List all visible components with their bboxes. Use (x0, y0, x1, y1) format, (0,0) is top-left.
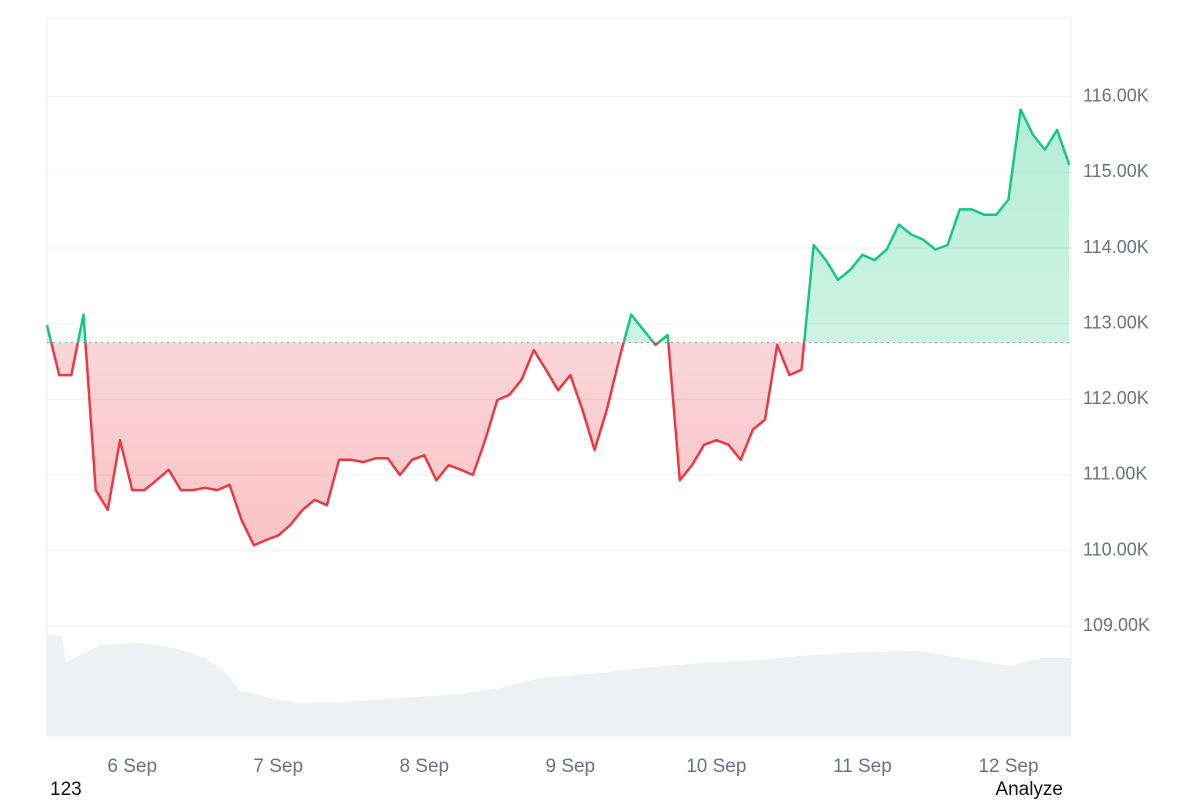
x-tick-label: 12 Sep (978, 756, 1038, 777)
y-tick-label: 113.00K (1083, 312, 1149, 332)
series (45, 108, 1071, 547)
area-down (47, 342, 1070, 546)
analyze-button[interactable]: Analyze (995, 779, 1063, 800)
x-tick-label: 10 Sep (686, 756, 746, 777)
volume-area (47, 634, 1071, 736)
x-tick-label: 7 Sep (253, 756, 303, 777)
footer-left: 123 (50, 779, 82, 800)
y-tick-label: 111.00K (1083, 464, 1147, 484)
y-tick-label: 110.00K (1083, 539, 1149, 559)
area-up (47, 109, 1070, 343)
price-line-up (45, 108, 1071, 343)
y-tick-label: 109.00K (1083, 615, 1150, 635)
x-tick-label: 9 Sep (545, 756, 595, 777)
y-tick-label: 114.00K (1083, 237, 1149, 257)
y-tick-label: 112.00K (1083, 388, 1149, 408)
x-tick-label: 11 Sep (833, 756, 892, 777)
x-tick-label: 6 Sep (107, 756, 157, 777)
price-line-down (49, 342, 806, 547)
y-tick-label: 115.00K (1083, 161, 1149, 181)
x-tick-label: 8 Sep (399, 756, 449, 777)
y-tick-label: 116.00K (1083, 85, 1149, 105)
